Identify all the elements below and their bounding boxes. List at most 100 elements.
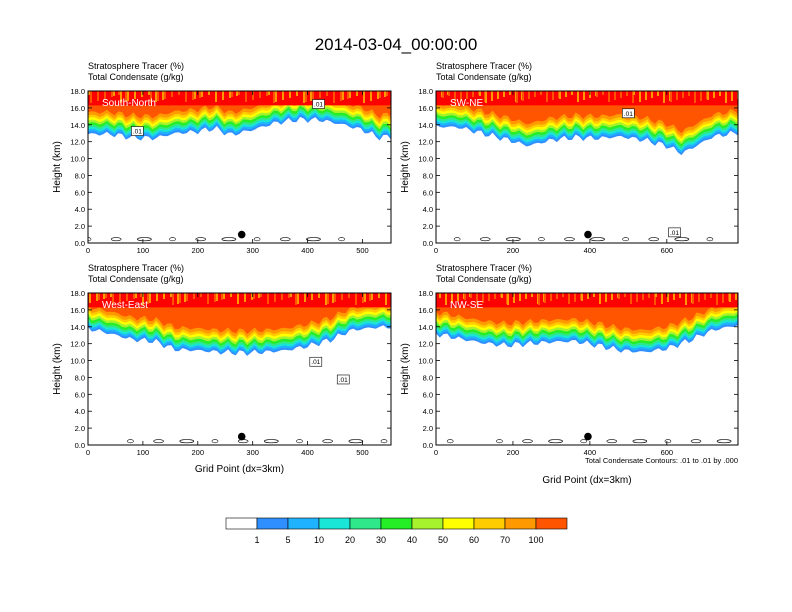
y-tick-label: 0.0	[75, 441, 85, 450]
tracer-streak	[626, 91, 628, 96]
tracer-streak	[525, 293, 527, 299]
tracer-streak	[611, 293, 613, 300]
tracer-streak	[698, 293, 700, 302]
tracer-streak	[587, 293, 589, 299]
tracer-streak	[163, 293, 165, 299]
y-axis-label: Height (km)	[400, 343, 411, 395]
tracer-streak	[148, 91, 150, 95]
svg-text:.01: .01	[311, 359, 320, 366]
y-tick-label: 16.0	[70, 306, 85, 315]
tracer-streak	[105, 293, 107, 298]
tracer-streak	[296, 91, 298, 96]
tracer-streak	[544, 293, 546, 303]
svg-text:.01: .01	[670, 230, 679, 237]
tracer-streak	[636, 293, 638, 302]
tracer-streak	[295, 293, 297, 305]
tracer-streak	[378, 293, 380, 298]
condensate-contour	[606, 439, 618, 444]
y-tick-label: 6.0	[423, 390, 433, 399]
tracer-streak	[304, 293, 306, 302]
tracer-streak	[534, 91, 536, 97]
tracer-streak	[193, 293, 195, 299]
tracer-streak	[688, 91, 690, 96]
tracer-streak	[377, 91, 379, 99]
tracer-streak	[125, 91, 127, 102]
colorbar-label: 50	[438, 535, 448, 545]
x-tick-label: 100	[137, 246, 150, 255]
tracer-streak	[90, 91, 92, 103]
y-tick-label: 8.0	[423, 373, 433, 382]
panel-0: Stratosphere Tracer (%)Total Condensate …	[52, 61, 392, 255]
tracer-streak	[268, 91, 270, 95]
tracer-streak	[251, 293, 253, 300]
x-tick-label: 600	[661, 448, 674, 457]
tracer-streak	[651, 91, 653, 98]
svg-text:.01: .01	[314, 102, 323, 109]
y-tick-label: 2.0	[75, 424, 85, 433]
condensate-contour	[446, 439, 454, 444]
tracer-streak	[186, 293, 188, 301]
tracer-streak	[223, 293, 225, 299]
colorbar-swatch	[535, 517, 568, 530]
tracer-streak	[439, 293, 441, 298]
tracer-streak	[332, 293, 334, 303]
x-tick-label: 200	[192, 246, 205, 255]
tracer-streak	[685, 293, 687, 305]
figure-title: 2014-03-04_00:00:00	[315, 35, 478, 54]
tracer-streak	[340, 91, 342, 101]
tracer-streak	[229, 91, 231, 98]
field-label: Stratosphere Tracer (%)	[88, 61, 184, 71]
tracer-streak	[266, 91, 268, 96]
contour-label: .01	[668, 227, 681, 238]
tracer-streak	[289, 91, 291, 98]
colorbar-swatch	[225, 517, 258, 530]
condensate-contour	[179, 439, 195, 444]
tracer-streak	[729, 293, 731, 302]
colorbar-label: 100	[528, 535, 543, 545]
tracer-streak	[596, 91, 598, 97]
tracer-streak	[618, 293, 620, 299]
tracer-streak	[501, 293, 503, 298]
tracer-streak	[134, 91, 136, 99]
tracer-streak	[722, 293, 724, 303]
tracer-streak	[103, 293, 105, 299]
tracer-streak	[466, 91, 468, 99]
field-label: Total Condensate (g/kg)	[436, 274, 532, 284]
tracer-streak	[476, 293, 478, 305]
tracer-streak	[135, 293, 137, 298]
x-tick-label: 300	[246, 246, 259, 255]
tracer-streak	[540, 91, 542, 95]
tracer-streak	[362, 293, 364, 303]
colorbar-label: 40	[407, 535, 417, 545]
contour-label: .01	[622, 108, 635, 119]
tracer-streak	[663, 91, 665, 103]
tracer-streak	[88, 91, 90, 95]
location-marker	[584, 432, 592, 441]
tracer-streak	[119, 293, 121, 303]
tracer-streak	[216, 293, 218, 301]
tracer-streak	[97, 91, 99, 101]
tracer-streak	[177, 293, 179, 304]
y-tick-label: 12.0	[418, 340, 433, 349]
tracer-streak	[599, 293, 601, 304]
tracer-streak	[341, 293, 343, 300]
field-label: Total Condensate (g/kg)	[436, 72, 532, 82]
y-tick-label: 8.0	[75, 171, 85, 180]
tracer-streak	[348, 293, 350, 298]
tracer-streak	[179, 293, 181, 303]
tracer-streak	[149, 293, 151, 303]
tracer-streak	[491, 91, 493, 101]
x-tick-label: 200	[192, 448, 205, 457]
tracer-streak	[633, 91, 635, 95]
condensate-contour	[127, 439, 134, 444]
x-tick-label: 500	[356, 448, 369, 457]
tracer-streak	[333, 91, 335, 103]
panel-3: Stratosphere Tracer (%)Total Condensate …	[400, 263, 739, 486]
tracer-streak	[451, 293, 453, 303]
tracer-streak	[98, 293, 100, 300]
tracer-streak	[157, 91, 159, 101]
tracer-streak	[237, 293, 239, 304]
y-tick-label: 10.0	[418, 357, 433, 366]
condensate-contour	[664, 439, 672, 444]
tracer-streak	[731, 91, 733, 101]
